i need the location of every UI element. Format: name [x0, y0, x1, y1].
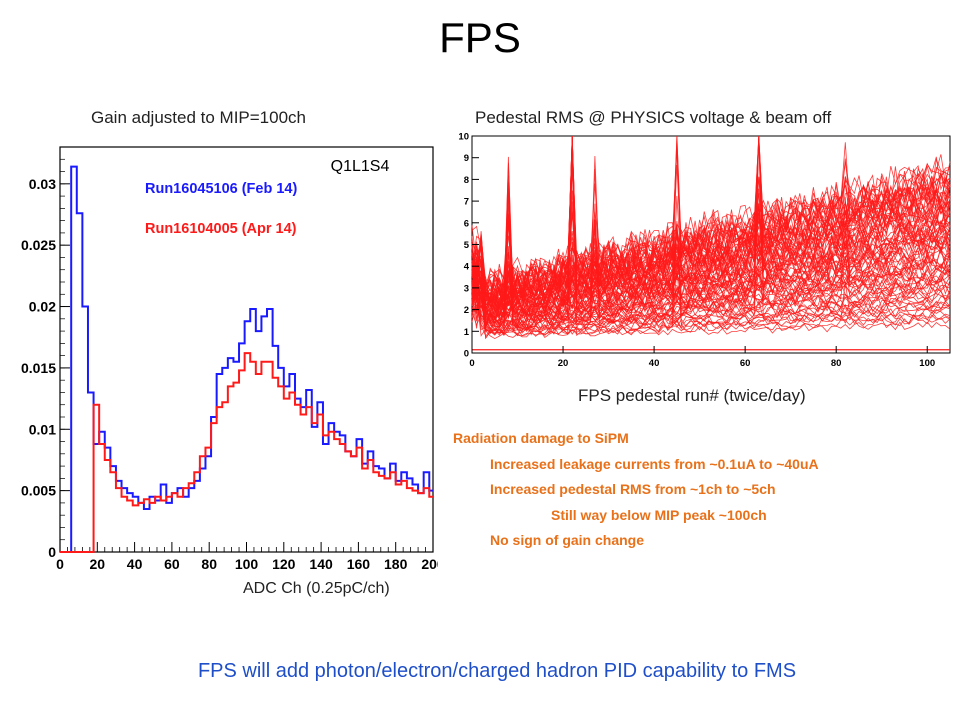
note-item: Increased pedestal RMS from ~1ch to ~5ch	[490, 481, 776, 497]
histogram-series-2	[60, 352, 433, 553]
x-tick-label: 0	[469, 358, 474, 369]
y-tick-label: 0.015	[21, 360, 56, 376]
x-tick-label: 40	[127, 556, 143, 572]
x-tick-label: 160	[347, 556, 371, 572]
channel-trace	[471, 167, 951, 299]
x-tick-label: 0	[56, 556, 64, 572]
channel-trace	[471, 163, 951, 306]
channel-trace	[471, 204, 951, 313]
pedestal-traces	[471, 135, 951, 340]
channel-trace	[471, 135, 951, 301]
y-tick-label: 10	[458, 132, 469, 143]
x-tick-label: 100	[919, 358, 935, 369]
note-subitem: Still way below MIP peak ~100ch	[551, 506, 767, 523]
pedestal-rms-chart: 0 20 40 60 80 100 0 1 2 3 4 5 6 7 8 9 10	[455, 128, 955, 383]
note-heading: Radiation damage to SiPM	[453, 430, 629, 446]
y-tick-label: 9	[464, 153, 469, 164]
x-tick-label: 20	[558, 358, 569, 369]
channel-trace	[471, 135, 951, 334]
channel-trace	[471, 162, 951, 298]
x-tick-label: 80	[831, 358, 842, 369]
summary-statement: FPS will add photon/electron/charged had…	[197, 660, 797, 682]
channel-trace	[471, 280, 951, 340]
y-tick-label: 3	[464, 283, 469, 294]
y-tick-label: 0	[464, 349, 469, 360]
x-tick-label: 60	[164, 556, 180, 572]
x-tick-label: 20	[90, 556, 106, 572]
x-tick-label: 60	[740, 358, 751, 369]
x-tick-label: 120	[272, 556, 296, 572]
y-tick-label: 4	[464, 262, 470, 273]
legend-entry: Run16104005 (Apr 14)	[145, 221, 297, 237]
x-tick-label: 180	[384, 556, 408, 572]
left-plot-caption: Gain adjusted to MIP=100ch	[91, 108, 306, 127]
channel-trace	[471, 254, 951, 318]
legend-entry: Run16045106 (Feb 14)	[145, 181, 297, 197]
pedestal-x-axis-title: FPS pedestal run# (twice/day)	[578, 386, 806, 405]
y-tick-label: 0	[48, 544, 56, 560]
y-tick-label: 1	[464, 327, 470, 338]
channel-trace	[471, 187, 951, 329]
channel-trace	[471, 135, 951, 304]
note-item: No sign of gain change	[490, 532, 645, 548]
y-tick-label: 0.03	[29, 176, 56, 192]
x-tick-label: 40	[649, 358, 660, 369]
y-tick-label: 0.01	[29, 421, 56, 437]
adc-histogram-chart: 0 20 40 60 80 100 120 140 160 180 200 0 0.005 0.01 0.0…	[10, 140, 438, 580]
x-tick-label: 100	[235, 556, 259, 572]
y-tick-label: 0.025	[21, 237, 56, 253]
histogram-title: Q1L1S4	[331, 158, 390, 175]
channel-trace	[471, 241, 951, 321]
channel-trace	[471, 235, 951, 320]
y-tick-label: 8	[464, 175, 469, 186]
note-item: Increased leakage currents from ~0.1uA t…	[490, 455, 819, 472]
y-tick-label: 2	[464, 305, 469, 316]
channel-trace	[471, 135, 951, 310]
y-tick-label: 0.02	[29, 299, 56, 315]
x-tick-label: 200	[421, 556, 438, 572]
radiation-notes: Radiation damage to SiPM Increased leaka…	[453, 426, 819, 554]
right-plot-caption: Pedestal RMS @ PHYSICS voltage & beam of…	[475, 108, 832, 127]
channel-trace	[471, 135, 951, 329]
channel-trace	[471, 223, 951, 336]
y-tick-label: 5	[464, 240, 470, 251]
histogram-series-1	[60, 165, 433, 553]
adc-x-axis-title: ADC Ch (0.25pC/ch)	[243, 580, 390, 597]
y-tick-label: 0.005	[21, 483, 56, 499]
channel-trace	[471, 156, 951, 299]
y-tick-label: 7	[464, 197, 469, 208]
slide-title: FPS	[439, 14, 521, 61]
x-tick-label: 80	[201, 556, 217, 572]
x-tick-label: 140	[309, 556, 333, 572]
channel-trace	[471, 254, 951, 326]
y-tick-label: 6	[464, 218, 469, 229]
plot-frame	[59, 146, 434, 553]
